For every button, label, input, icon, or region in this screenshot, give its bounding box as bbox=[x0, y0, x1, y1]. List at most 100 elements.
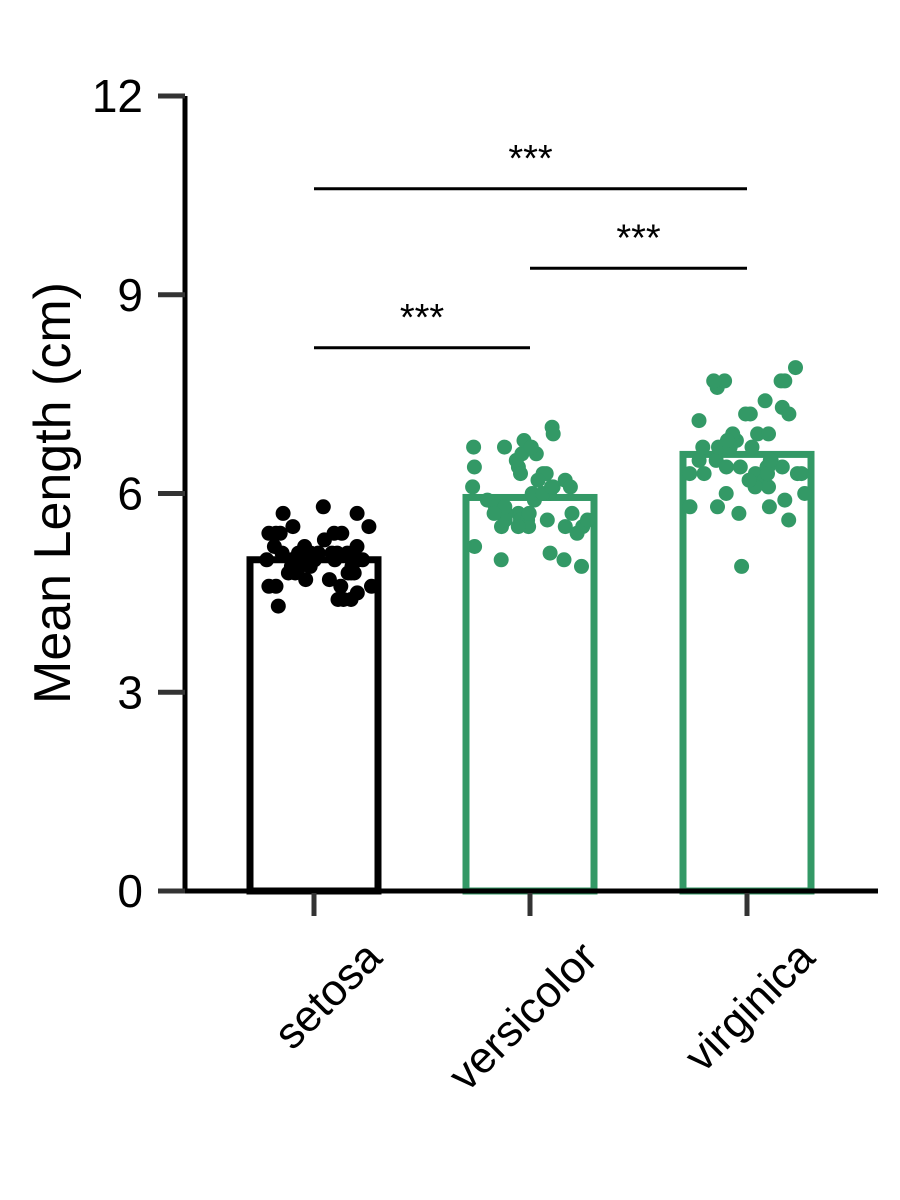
point-setosa bbox=[284, 552, 300, 568]
point-virginica bbox=[718, 486, 734, 501]
point-versicolor bbox=[580, 512, 595, 528]
point-virginica bbox=[760, 466, 775, 482]
point-virginica bbox=[717, 373, 733, 389]
point-virginica bbox=[741, 472, 757, 488]
sig-label-2: *** bbox=[508, 138, 553, 180]
point-virginica bbox=[682, 466, 698, 482]
point-virginica bbox=[695, 439, 711, 455]
point-setosa bbox=[349, 505, 365, 521]
y-tick-label-3: 3 bbox=[117, 666, 143, 718]
point-versicolor bbox=[574, 558, 589, 574]
point-versicolor bbox=[521, 519, 537, 535]
point-virginica bbox=[761, 499, 777, 515]
point-versicolor bbox=[530, 472, 546, 488]
point-setosa bbox=[321, 572, 337, 588]
sig-label-1: *** bbox=[616, 217, 661, 259]
x-ticks: setosa versicolor virginica bbox=[265, 893, 824, 1100]
point-versicolor bbox=[493, 552, 509, 568]
bar-versicolor bbox=[462, 493, 598, 895]
point-versicolor bbox=[467, 539, 483, 554]
bar-setosa bbox=[246, 556, 382, 895]
y-tick-label-0: 0 bbox=[117, 865, 143, 917]
point-virginica bbox=[734, 558, 750, 574]
point-versicolor bbox=[497, 439, 512, 455]
point-virginica bbox=[719, 433, 735, 448]
point-versicolor bbox=[510, 519, 526, 535]
point-virginica bbox=[731, 505, 747, 521]
point-setosa bbox=[364, 578, 379, 594]
point-virginica bbox=[761, 426, 776, 442]
point-virginica bbox=[797, 486, 813, 501]
point-virginica bbox=[794, 466, 809, 482]
point-versicolor bbox=[521, 505, 537, 521]
point-virginica bbox=[682, 499, 698, 515]
point-versicolor bbox=[497, 499, 513, 515]
point-virginica bbox=[777, 492, 793, 508]
point-virginica bbox=[732, 459, 748, 475]
point-virginica bbox=[757, 393, 773, 409]
point-versicolor bbox=[544, 479, 559, 495]
point-versicolor bbox=[557, 519, 573, 535]
point-virginica bbox=[710, 499, 725, 515]
x-tick-label-virginica: virginica bbox=[675, 932, 824, 1081]
point-virginica bbox=[738, 406, 754, 422]
point-versicolor bbox=[569, 525, 585, 541]
point-setosa bbox=[268, 525, 284, 541]
sig-label-0: *** bbox=[400, 297, 445, 339]
point-setosa bbox=[355, 552, 371, 568]
point-setosa bbox=[334, 525, 350, 541]
point-setosa bbox=[315, 499, 331, 515]
point-setosa bbox=[297, 539, 313, 554]
point-versicolor bbox=[524, 486, 540, 501]
y-tick-label-6: 6 bbox=[117, 468, 143, 520]
x-tick-label-versicolor: versicolor bbox=[439, 932, 607, 1100]
point-virginica bbox=[696, 466, 712, 482]
point-setosa bbox=[310, 545, 326, 561]
point-setosa bbox=[285, 519, 301, 535]
point-versicolor bbox=[466, 459, 482, 475]
point-versicolor bbox=[556, 552, 572, 568]
point-virginica bbox=[774, 459, 790, 475]
point-setosa bbox=[346, 565, 362, 581]
point-virginica bbox=[781, 512, 797, 528]
point-versicolor bbox=[562, 479, 578, 495]
y-axis-label: Mean Length (cm) bbox=[24, 282, 82, 704]
point-virginica bbox=[691, 452, 707, 468]
y-ticks: 0 3 6 9 12 bbox=[92, 70, 185, 917]
point-virginica bbox=[691, 413, 707, 429]
point-versicolor bbox=[564, 505, 580, 521]
point-setosa bbox=[299, 552, 315, 568]
point-virginica bbox=[761, 479, 776, 495]
point-setosa bbox=[361, 519, 377, 535]
point-versicolor bbox=[539, 512, 555, 528]
point-versicolor bbox=[486, 505, 502, 521]
point-versicolor bbox=[465, 479, 481, 495]
y-tick-label-9: 9 bbox=[117, 269, 143, 321]
point-versicolor bbox=[466, 439, 482, 455]
points-layer bbox=[259, 360, 813, 614]
point-virginica bbox=[773, 373, 789, 389]
point-virginica bbox=[762, 452, 778, 468]
point-setosa bbox=[280, 565, 296, 581]
point-setosa bbox=[333, 578, 349, 594]
point-setosa bbox=[275, 505, 291, 521]
point-setosa bbox=[329, 545, 345, 561]
point-setosa bbox=[270, 598, 286, 614]
point-virginica bbox=[706, 373, 722, 389]
point-versicolor bbox=[542, 545, 558, 561]
point-versicolor bbox=[513, 466, 528, 482]
point-setosa bbox=[298, 572, 314, 588]
x-tick-label-setosa: setosa bbox=[265, 932, 392, 1059]
point-virginica bbox=[781, 406, 797, 422]
y-tick-label-12: 12 bbox=[92, 70, 143, 122]
point-virginica bbox=[788, 360, 803, 376]
point-setosa bbox=[316, 532, 332, 548]
significance-brackets: *** *** *** bbox=[314, 138, 747, 350]
point-setosa bbox=[259, 552, 275, 568]
point-setosa bbox=[349, 539, 365, 554]
point-virginica bbox=[718, 459, 734, 475]
point-versicolor bbox=[545, 426, 561, 442]
point-versicolor bbox=[523, 439, 539, 455]
point-virginica bbox=[744, 439, 760, 455]
